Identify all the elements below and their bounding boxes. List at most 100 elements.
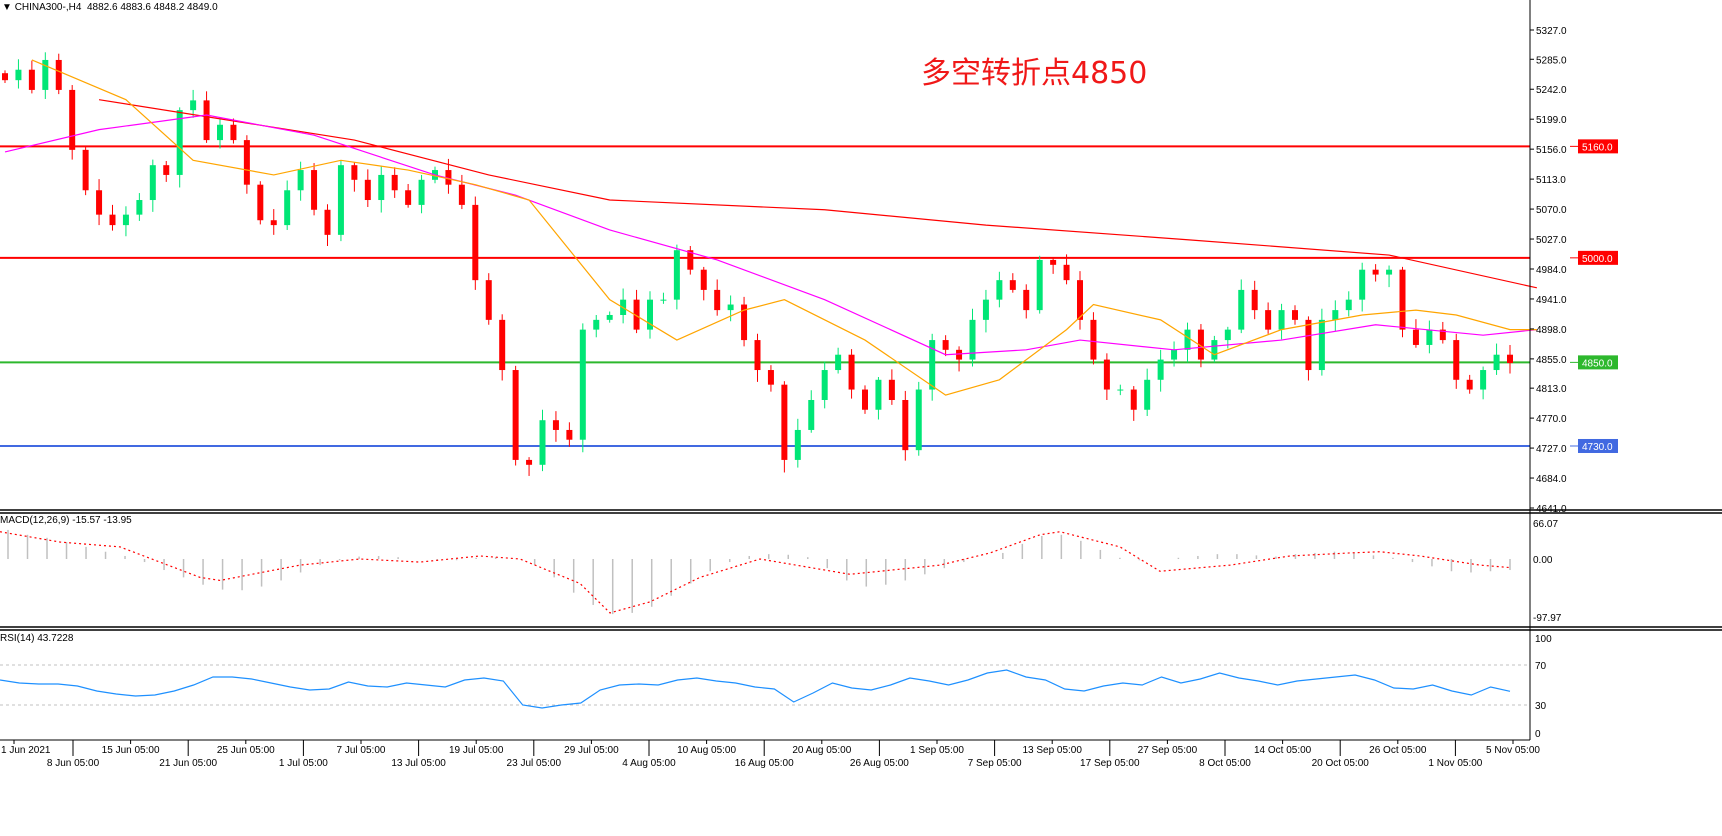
time-tick-label: 19 Jul 05:00 <box>449 745 504 756</box>
rsi-line <box>0 669 1511 709</box>
rsi-tick-label: 100 <box>1535 634 1552 645</box>
time-tick-label: 16 Aug 05:00 <box>735 758 794 769</box>
rsi-panel <box>0 664 1530 709</box>
candle-body <box>862 389 868 410</box>
candle <box>42 52 49 99</box>
candle-body <box>109 214 116 226</box>
candle-body <box>1063 264 1070 281</box>
chart-canvas[interactable]: 5327.0 5285.0 5242.0 5199.0 5156.0 5113.0 5070… <box>0 0 1722 780</box>
price-tick-label: 5199.0 <box>1536 115 1567 126</box>
candle <box>1466 374 1473 394</box>
candle <box>1305 316 1312 381</box>
level-label-bg <box>1578 250 1618 265</box>
candle-body <box>727 304 734 311</box>
candle <box>660 292 667 304</box>
price-tick-label: 5285.0 <box>1536 55 1567 66</box>
price-tick-label: 4984.0 <box>1536 265 1567 276</box>
candle <box>1103 353 1110 400</box>
candle-body <box>1103 359 1110 390</box>
candle-body <box>337 165 344 235</box>
candle <box>149 159 156 212</box>
candle <box>1372 264 1379 282</box>
candle <box>364 169 371 207</box>
candle-body <box>1386 269 1393 275</box>
macd-tick-label: -97.97 <box>1533 613 1562 624</box>
symbol-label: CHINA300-,H4 <box>14 2 82 13</box>
candle-body <box>28 69 35 90</box>
candle <box>136 193 143 221</box>
candle <box>1077 271 1083 330</box>
candle-body <box>1117 389 1124 391</box>
axes: 5327.0 5285.0 5242.0 5199.0 5156.0 5113.0 5070… <box>0 0 1722 769</box>
time-tick-label: 20 Oct 05:00 <box>1312 758 1370 769</box>
candle <box>1211 335 1218 363</box>
price-tick-label: 4641.0 <box>1536 504 1567 515</box>
candle-body <box>552 420 559 430</box>
candle <box>1359 262 1366 312</box>
annotation-text: 多空转折点4850 <box>921 56 1148 91</box>
candle <box>633 289 640 334</box>
candle-body <box>297 170 304 191</box>
candle-body <box>445 170 452 185</box>
candle-body <box>485 280 492 320</box>
dropdown-arrow-icon[interactable]: ▼ <box>2 2 12 13</box>
candle <box>1063 254 1070 285</box>
candle-body <box>136 200 143 215</box>
time-tick-label: 4 Aug 05:00 <box>622 758 676 769</box>
candle-body <box>82 149 89 191</box>
candle <box>1238 279 1245 334</box>
candle <box>109 204 116 231</box>
candle <box>297 161 304 201</box>
candle-body <box>781 384 788 460</box>
candle-body <box>1412 329 1419 345</box>
candle <box>1009 273 1016 293</box>
candle-body <box>1144 379 1151 410</box>
candle-body <box>1090 319 1097 360</box>
time-tick-label: 26 Oct 05:00 <box>1369 745 1427 756</box>
candle-body <box>1036 259 1043 311</box>
candle <box>942 335 949 357</box>
candle-body <box>418 179 425 205</box>
candle <box>391 167 398 198</box>
candle <box>526 457 533 476</box>
candle-body <box>1211 340 1218 360</box>
candle <box>902 390 909 461</box>
candle-body <box>794 429 801 460</box>
time-tick-label: 26 Aug 05:00 <box>850 758 909 769</box>
candle <box>257 181 264 225</box>
candle <box>996 271 1003 308</box>
candle <box>1130 386 1137 421</box>
candle-body <box>1050 259 1057 265</box>
candle <box>1036 255 1043 314</box>
price-tick-label: 4898.0 <box>1536 325 1567 336</box>
candle <box>217 117 223 149</box>
candle-body <box>1332 310 1339 320</box>
candle-body <box>284 190 291 226</box>
price-tick-label: 4684.0 <box>1536 474 1567 485</box>
candle-body <box>848 354 855 390</box>
candle <box>512 365 519 466</box>
candle-body <box>1359 269 1366 300</box>
candle <box>714 279 721 316</box>
candle <box>485 273 492 325</box>
candle-body <box>512 370 519 460</box>
candle <box>472 196 479 290</box>
time-tick-label: 1 Sep 05:00 <box>910 745 964 756</box>
candle <box>794 418 801 468</box>
candle <box>552 411 559 442</box>
candle-body <box>1305 319 1312 371</box>
candle <box>405 183 412 208</box>
price-tick-label: 4727.0 <box>1536 444 1567 455</box>
candle <box>2 70 8 83</box>
candle <box>821 361 828 409</box>
candle-body <box>1345 299 1352 311</box>
candle-body <box>1372 269 1379 275</box>
candle <box>1157 349 1164 392</box>
candle <box>781 381 788 473</box>
candle-body <box>311 170 318 210</box>
candle <box>15 59 22 89</box>
macd-tick-label: 0.00 <box>1533 555 1553 566</box>
candle-body <box>1466 379 1473 390</box>
candle-body <box>163 165 170 175</box>
candle <box>647 291 653 339</box>
